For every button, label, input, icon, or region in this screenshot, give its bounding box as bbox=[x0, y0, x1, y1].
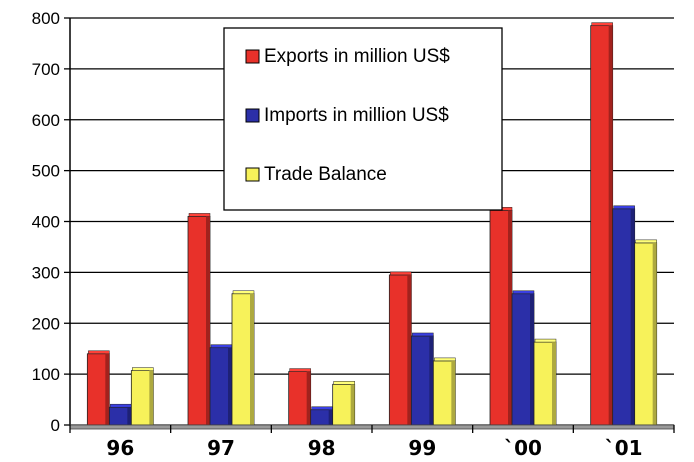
bar-side-face bbox=[630, 208, 635, 425]
bars bbox=[86, 22, 658, 426]
y-tick-label: 700 bbox=[32, 60, 60, 79]
bar-top-face bbox=[333, 381, 355, 385]
legend-label: Imports in million US$ bbox=[264, 105, 449, 126]
bar-side-face bbox=[508, 210, 512, 425]
x-tick-label: 96 bbox=[106, 436, 134, 460]
bar-top-face bbox=[188, 213, 211, 217]
bar-side-face bbox=[552, 342, 556, 425]
x-tick-label: 98 bbox=[308, 436, 336, 460]
bar-side-face bbox=[608, 25, 613, 425]
x-axis: 96 97 98 99 `00 `01 bbox=[69, 424, 675, 460]
bar-top-face bbox=[232, 290, 255, 294]
y-tick-label: 100 bbox=[32, 365, 60, 384]
bar-side-face bbox=[451, 360, 456, 425]
bar-side-face bbox=[149, 370, 154, 425]
bar-top-face bbox=[434, 357, 456, 362]
bar-side-face bbox=[127, 407, 132, 425]
bar-top-face bbox=[635, 239, 657, 244]
bar-side-face bbox=[530, 293, 534, 425]
x-tick-label: 99 bbox=[408, 436, 436, 460]
legend-box bbox=[223, 27, 503, 211]
y-tick-label: 200 bbox=[32, 314, 60, 333]
legend-swatch bbox=[245, 108, 260, 123]
bar-top-face bbox=[289, 368, 311, 372]
bar-top-face bbox=[512, 290, 535, 294]
legend-swatch bbox=[245, 167, 260, 182]
bar-top-face bbox=[412, 332, 434, 337]
y-tick-label: 500 bbox=[32, 162, 60, 181]
bar-top-face bbox=[534, 338, 557, 343]
bar-top-face bbox=[390, 271, 412, 276]
bar-side-face bbox=[407, 274, 412, 425]
bar-top-face bbox=[591, 22, 613, 26]
bar-top-face bbox=[88, 350, 110, 355]
y-tick-label: 400 bbox=[32, 213, 60, 232]
bar-side-face bbox=[429, 335, 434, 425]
bar-side-face bbox=[652, 242, 657, 425]
x-tick-label: 97 bbox=[207, 436, 235, 460]
y-tick-label: 0 bbox=[51, 416, 60, 435]
bar-top-face bbox=[110, 403, 132, 408]
y-tick-label: 800 bbox=[32, 9, 60, 28]
bar-top-face bbox=[210, 344, 233, 348]
bar-side-face bbox=[350, 384, 355, 425]
bar-side-face bbox=[250, 293, 254, 425]
bar-top-face bbox=[613, 205, 635, 210]
x-tick-label: `00 bbox=[504, 436, 542, 460]
legend-swatch bbox=[245, 49, 260, 64]
bar-side-face bbox=[306, 371, 311, 425]
bar-side-face bbox=[206, 216, 210, 425]
legend-label: Exports in million US$ bbox=[264, 46, 450, 67]
y-tick-label: 300 bbox=[32, 263, 60, 282]
y-axis: 0 100 200 300 400 500 600 700 800 bbox=[32, 9, 71, 435]
legend: Exports in million US$ Imports in million… bbox=[223, 27, 503, 211]
legend-label: Trade Balance bbox=[264, 164, 387, 185]
bar-side-face bbox=[328, 409, 333, 425]
bar-side-face bbox=[105, 353, 110, 425]
x-tick-label: `01 bbox=[605, 436, 643, 460]
bar-top-face bbox=[132, 367, 154, 371]
bar-side-face bbox=[228, 347, 232, 425]
bar-top-face bbox=[311, 406, 333, 410]
y-tick-label: 600 bbox=[32, 111, 60, 130]
